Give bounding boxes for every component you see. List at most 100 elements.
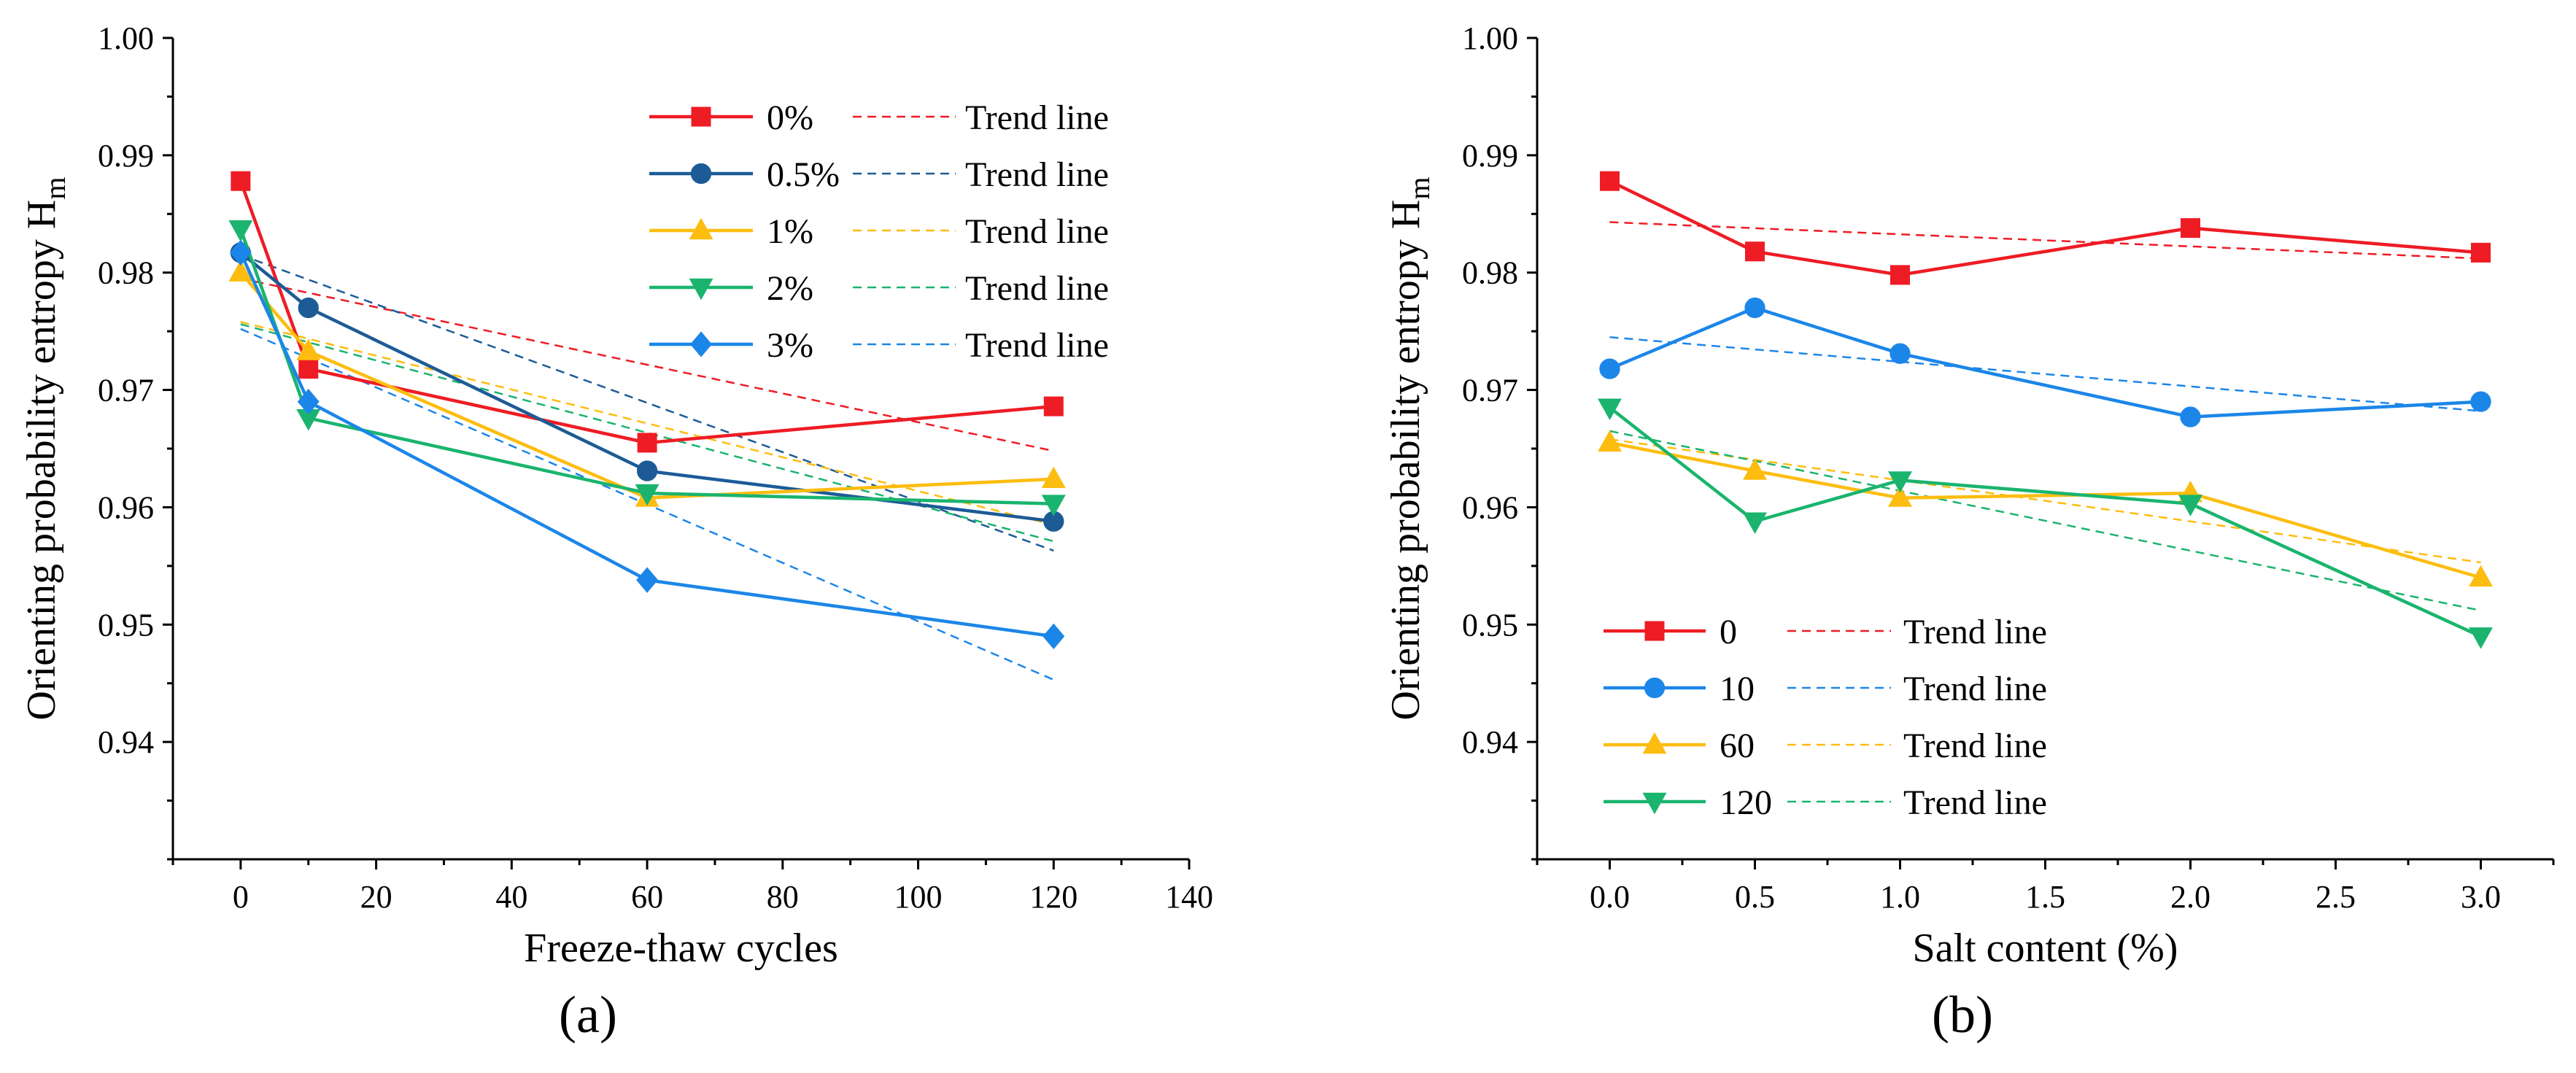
y-tick-label: 1.00	[98, 20, 154, 56]
y-tick-label: 0.94	[1462, 724, 1518, 760]
legend-marker	[1643, 733, 1666, 754]
data-point	[229, 220, 252, 241]
trend-line-120	[1610, 431, 2481, 611]
x-tick-label: 2.0	[2170, 879, 2211, 915]
trend-line-2%	[241, 324, 1053, 541]
x-tick-label: 100	[894, 879, 943, 915]
data-point	[299, 360, 318, 379]
data-point	[1044, 397, 1063, 416]
data-point	[231, 240, 252, 265]
y-tick-label: 0.94	[98, 724, 154, 760]
series-line-10	[1610, 308, 2481, 417]
data-point	[1746, 242, 1765, 261]
legend-label: 1%	[767, 212, 813, 251]
data-point	[2179, 495, 2202, 516]
x-tick-label: 1.0	[1880, 879, 1920, 915]
series-line-0%	[241, 181, 1053, 443]
data-point	[1600, 359, 1620, 379]
legend-marker	[689, 219, 712, 239]
legend-marker	[1643, 793, 1666, 813]
legend-label: 0.5%	[767, 155, 840, 194]
data-point	[2181, 219, 2200, 238]
y-tick-label: 0.97	[98, 373, 154, 408]
y-tick-label: 0.99	[1462, 138, 1518, 174]
y-axis-title-subscript: m	[39, 177, 71, 200]
x-axis-title: Salt content (%)	[1913, 926, 2178, 971]
x-tick-label: 0	[233, 879, 249, 915]
y-axis-title: Orienting probability entropy Hm	[1383, 177, 1436, 721]
data-point	[1043, 495, 1065, 516]
legend-label: 2%	[767, 269, 813, 308]
trend-line-10	[1610, 337, 2481, 411]
legend-trend-label: Trend line	[1903, 783, 2047, 822]
data-point	[1598, 399, 1621, 419]
x-tick-label: 20	[360, 879, 392, 915]
legend-trend-label: Trend line	[965, 269, 1109, 308]
data-point	[637, 568, 658, 592]
x-tick-label: 120	[1029, 879, 1078, 915]
legend-trend-label: Trend line	[965, 155, 1109, 194]
x-tick-label: 60	[631, 879, 663, 915]
y-axis-title-main: Orienting probability entropy H	[19, 200, 64, 721]
y-axis-title: Orienting probability entropy Hm	[19, 177, 71, 721]
y-tick-label: 0.95	[98, 607, 154, 643]
x-axis-title: Freeze-thaw cycles	[524, 926, 838, 971]
y-tick-label: 0.96	[98, 489, 154, 525]
legend-trend-label: Trend line	[965, 98, 1109, 137]
x-tick-label: 1.5	[2025, 879, 2065, 915]
panel-label: (b)	[1932, 985, 1993, 1044]
series-line-120	[1610, 408, 2481, 637]
y-tick-label: 0.96	[1462, 489, 1518, 525]
x-tick-label: 0.5	[1735, 879, 1775, 915]
data-point	[1745, 298, 1765, 317]
legend-marker	[691, 332, 712, 357]
data-point	[2472, 243, 2491, 262]
y-axis-title-subscript: m	[1403, 177, 1436, 200]
y-tick-label: 0.98	[98, 255, 154, 291]
data-point	[1890, 344, 1910, 363]
figure: 0.940.950.960.970.980.991.00020406080100…	[0, 0, 2576, 1073]
x-tick-label: 80	[767, 879, 799, 915]
x-tick-label: 2.5	[2316, 879, 2356, 915]
legend-marker	[692, 107, 711, 126]
legend-label: 0	[1720, 613, 1737, 651]
legend-trend-label: Trend line	[1903, 613, 2047, 651]
y-tick-label: 0.97	[1462, 373, 1518, 408]
panel-label: (a)	[559, 985, 617, 1044]
legend-label: 10	[1720, 670, 1755, 708]
data-point	[231, 171, 250, 190]
legend-label: 120	[1720, 783, 1772, 822]
panel-b: 0.940.950.960.970.980.991.000.00.51.01.5…	[1383, 20, 2553, 1044]
data-point	[298, 298, 318, 317]
panel-a: 0.94 0.95 0.96 0.97 0.98 0.99 1.00 0 20 40 60 80 100…	[19, 20, 1213, 1044]
legend-marker	[689, 279, 712, 299]
x-tick-label: 3.0	[2461, 879, 2501, 915]
data-point	[1043, 624, 1064, 648]
y-axis-title-main: Orienting probability entropy H	[1383, 200, 1428, 721]
data-point	[1043, 468, 1065, 488]
trend-line-0%	[241, 279, 1053, 451]
data-point	[2469, 628, 2492, 648]
data-point	[1744, 513, 1766, 533]
legend-trend-label: Trend line	[1903, 727, 2047, 765]
legend-marker	[691, 163, 711, 183]
x-tick-label: 40	[495, 879, 527, 915]
x-tick-label: 0.0	[1590, 879, 1630, 915]
data-point	[637, 461, 657, 481]
legend-marker	[1644, 678, 1664, 697]
y-tick-label: 0.95	[1462, 607, 1518, 643]
series-line-0	[1610, 181, 2481, 275]
legend-label: 0%	[767, 98, 813, 137]
data-point	[2471, 392, 2491, 411]
x-tick-label: 140	[1165, 879, 1213, 915]
data-point	[2181, 407, 2200, 427]
legend-label: 60	[1720, 727, 1755, 765]
data-point	[1601, 171, 1620, 190]
legend-trend-label: Trend line	[965, 212, 1109, 251]
legend-trend-label: Trend line	[1903, 670, 2047, 708]
legend-label: 3%	[767, 326, 813, 365]
y-tick-label: 0.99	[98, 138, 154, 174]
legend-trend-label: Trend line	[965, 326, 1109, 365]
data-point	[1891, 266, 1910, 284]
data-point	[638, 433, 657, 452]
